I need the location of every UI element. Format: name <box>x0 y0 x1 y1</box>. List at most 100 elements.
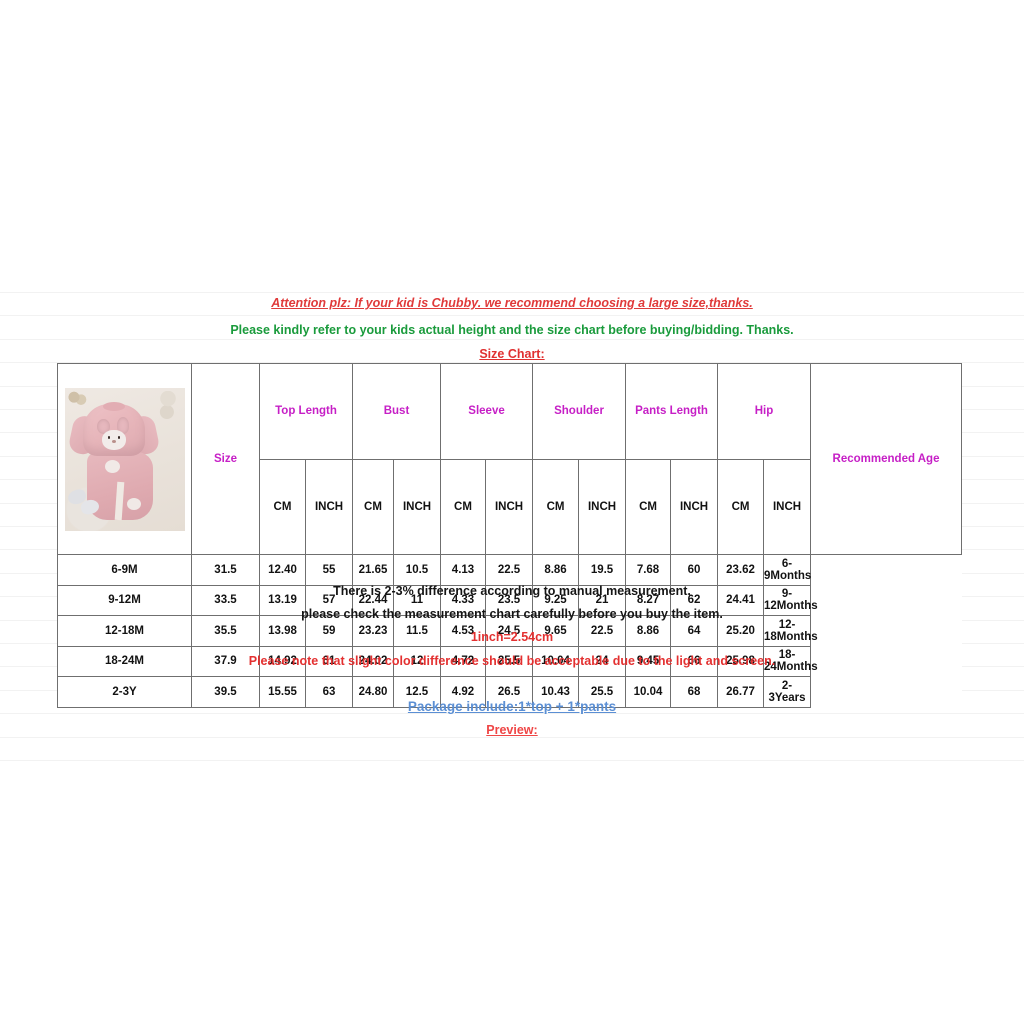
manual-measurement-note: There is 2-3% difference according to ma… <box>0 580 1024 604</box>
header-group-sleeve: Sleeve <box>439 363 534 460</box>
cell-shoulder-cm: 22.5 <box>484 554 534 586</box>
color-difference-note-text: Please note that slight color difference… <box>248 654 776 668</box>
header-unit-pants-length-inch: INCH <box>670 458 719 555</box>
cell-hip-inch: 23.62 <box>717 554 765 586</box>
header-unit-sleeve-inch: INCH <box>484 458 534 555</box>
cell-shoulder-inch: 8.86 <box>532 554 580 586</box>
table-header-row-groups: Size Top Length Bust Sleeve Shoulder Pan… <box>57 363 963 555</box>
header-recommended-age: Recommended Age <box>810 363 963 555</box>
header-unit-pants-length-cm: CM <box>625 458 672 555</box>
cell-top-length-inch: 15.55 <box>259 676 306 708</box>
cell-pants-length-inch: 7.68 <box>625 554 672 586</box>
cell-pants-length-inch: 8.86 <box>625 615 672 647</box>
cell-shoulder-inch: 9.25 <box>532 584 580 616</box>
cell-shoulder-inch: 9.65 <box>532 615 580 647</box>
pajama-hem-patch <box>104 460 120 473</box>
cell-bust-inch: 23.23 <box>352 615 394 647</box>
bear-eye-right-icon <box>117 436 120 439</box>
table-header-row-units: CM INCH CM INCH CM INCH CM INCH CM INCH … <box>58 458 962 555</box>
header-unit-hip-inch: INCH <box>763 458 812 555</box>
table-row: 9-12M 33.5 13.19 57 22.44 11 4.33 23.5 9… <box>57 584 962 616</box>
header-unit-hip-cm: CM <box>717 458 765 555</box>
photo-decor-left-icon <box>66 390 87 406</box>
cell-top-length-cm: 39.5 <box>191 676 260 708</box>
cell-top-length-cm: 37.9 <box>191 645 260 677</box>
photo-decor-right-icon <box>156 391 179 421</box>
package-include-link[interactable]: Package include:1*top + 1*pants <box>407 699 617 714</box>
background-rule <box>0 760 1024 761</box>
cell-bust-cm: 61 <box>305 645 353 677</box>
preview-heading-text: Preview: <box>486 723 538 737</box>
header-unit-sleeve-cm: CM <box>440 458 486 555</box>
table-row: 12-18M 35.5 13.98 59 23.23 11.5 4.53 24.… <box>57 615 962 647</box>
check-chart-note-text: please check the measurement chart caref… <box>301 607 723 621</box>
cell-top-length-inch: 14.92 <box>259 645 306 677</box>
cell-top-length-inch: 13.98 <box>259 615 306 647</box>
attention-note: Attention plz: If your kid is Chubby. we… <box>0 292 1024 316</box>
bear-ear-left-icon <box>96 419 110 434</box>
cell-pants-length-inch: 9.45 <box>625 645 672 677</box>
cell-pants-length-cm: 21 <box>578 584 627 616</box>
cell-size: 12-18M <box>57 615 192 647</box>
pajama-pants-patch <box>126 498 141 510</box>
cell-recommended-age: 2-3Years <box>763 676 812 708</box>
product-photo <box>60 364 189 554</box>
cell-bust-inch: 22.44 <box>352 584 394 616</box>
cell-hip-inch: 25.20 <box>717 615 765 647</box>
cell-sleeve-inch: 4.33 <box>440 584 486 616</box>
kindly-refer-note-text: Please kindly refer to your kids actual … <box>230 323 794 337</box>
cell-recommended-age: 12-18Months <box>763 615 818 647</box>
table-row: 2-3Y 39.5 15.55 63 24.80 12.5 4.92 26.5 … <box>57 676 962 708</box>
cell-pants-length-cm: 25.5 <box>578 676 627 708</box>
bear-eye-left-icon <box>107 436 110 439</box>
table-row: 6-9M 31.5 12.40 55 21.65 10.5 4.13 22.5 … <box>57 554 962 586</box>
cell-size: 2-3Y <box>57 676 192 708</box>
manual-measurement-note-text: There is 2-3% difference according to ma… <box>333 584 691 598</box>
cell-sleeve-cm: 12.5 <box>393 676 441 708</box>
cell-bust-cm: 57 <box>305 584 353 616</box>
header-unit-shoulder-cm: CM <box>532 458 580 555</box>
attention-note-text: Attention plz: If your kid is Chubby. we… <box>271 296 753 310</box>
preview-heading: Preview: <box>0 719 1024 743</box>
color-difference-note: Please note that slight color difference… <box>0 650 1024 674</box>
header-group-hip: Hip <box>717 363 812 460</box>
header-unit-top-length-inch: INCH <box>305 458 353 555</box>
size-chart-table-wrapper: Size Top Length Bust Sleeve Shoulder Pan… <box>57 363 963 708</box>
cell-sleeve-inch: 4.13 <box>440 554 486 586</box>
cell-top-length-cm: 33.5 <box>191 584 260 616</box>
size-chart-heading-text: Size Chart: <box>479 347 545 361</box>
kindly-refer-note: Please kindly refer to your kids actual … <box>0 319 1024 343</box>
size-chart-table: Size Top Length Bust Sleeve Shoulder Pan… <box>57 363 963 708</box>
size-chart-heading: Size Chart: <box>0 343 1024 367</box>
header-unit-bust-inch: INCH <box>393 458 441 555</box>
bear-ear-right-icon <box>116 417 129 434</box>
header-group-shoulder: Shoulder <box>532 363 627 460</box>
cell-sleeve-inch: 4.92 <box>440 676 486 708</box>
cell-hip-inch: 24.41 <box>717 584 765 616</box>
product-photo-cell <box>57 363 192 555</box>
cell-bust-inch: 24.02 <box>352 645 394 677</box>
inch-conversion-note-text: 1inch=2.54cm <box>470 630 554 644</box>
header-group-bust: Bust <box>352 363 441 460</box>
cell-shoulder-cm: 23.5 <box>484 584 534 616</box>
header-unit-shoulder-inch: INCH <box>578 458 627 555</box>
pajama-neckline <box>102 402 125 411</box>
bear-nose-icon <box>112 440 116 443</box>
cell-pants-length-inch: 10.04 <box>625 676 672 708</box>
cell-hip-inch: 25.98 <box>717 645 765 677</box>
cell-recommended-age: 18-24Months <box>763 645 818 677</box>
cell-shoulder-cm: 24.5 <box>484 615 534 647</box>
header-size: Size <box>191 363 260 555</box>
table-row: 18-24M 37.9 14.92 61 24.02 12 4.72 25.5 … <box>57 645 962 677</box>
header-unit-bust-cm: CM <box>352 458 394 555</box>
inch-conversion-note: 1inch=2.54cm <box>0 626 1024 650</box>
check-chart-note: please check the measurement chart caref… <box>0 603 1024 627</box>
header-group-pants-length: Pants Length <box>625 363 719 460</box>
header-unit-top-length-cm: CM <box>259 458 306 555</box>
cell-hip-inch: 26.77 <box>717 676 765 708</box>
package-include-line: Package include:1*top + 1*pants <box>0 695 1024 719</box>
cell-shoulder-inch: 10.43 <box>532 676 580 708</box>
cell-size: 9-12M <box>57 584 192 616</box>
header-group-top-length: Top Length <box>259 363 353 460</box>
